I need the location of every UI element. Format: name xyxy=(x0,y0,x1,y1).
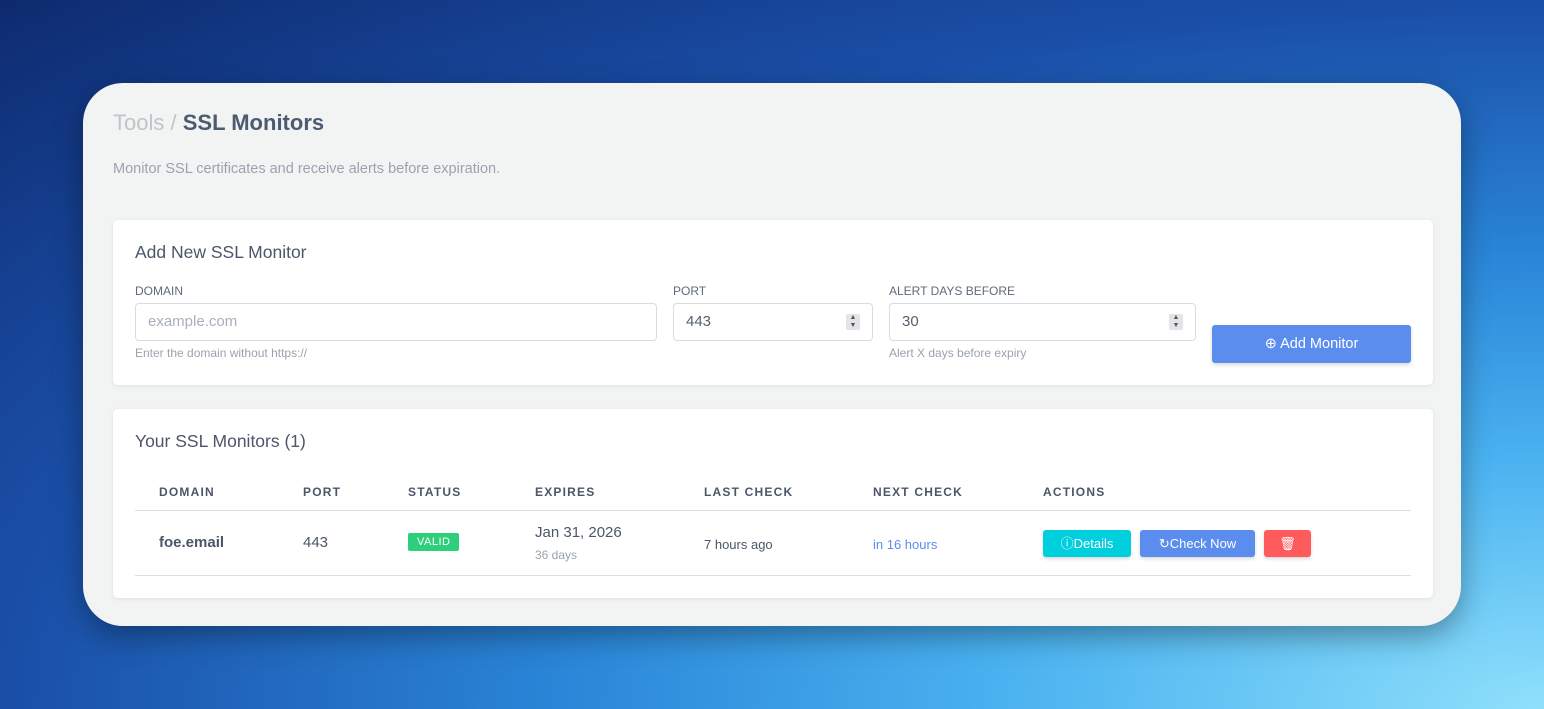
trash-icon: 🗑 xyxy=(1279,536,1296,551)
row-last-check: 7 hours ago xyxy=(704,537,773,552)
app-window: Tools / SSL Monitors Monitor SSL certifi… xyxy=(83,83,1461,626)
status-badge: VALID xyxy=(408,533,460,551)
details-label: Details xyxy=(1073,536,1114,551)
port-value: 443 xyxy=(686,313,712,330)
breadcrumb-separator: / xyxy=(170,110,177,135)
row-port: 443 xyxy=(303,534,329,551)
alert-days-label: ALERT DAYS BEFORE xyxy=(889,284,1016,298)
col-expires: EXPIRES xyxy=(535,485,596,499)
details-button[interactable]: ⓘDetails xyxy=(1043,530,1131,557)
monitors-card: Your SSL Monitors (1) DOMAIN PORT STATUS… xyxy=(113,409,1433,598)
row-expires: Jan 31, 2026 xyxy=(535,524,622,541)
check-now-label: Check Now xyxy=(1169,536,1237,551)
col-status: STATUS xyxy=(408,485,462,499)
domain-label: DOMAIN xyxy=(135,284,183,298)
alert-days-stepper[interactable]: ▲ ▼ xyxy=(1169,314,1183,330)
domain-help: Enter the domain without https:// xyxy=(135,346,308,360)
port-label: PORT xyxy=(673,284,707,298)
row-domain: foe.email xyxy=(159,534,225,551)
add-monitor-button[interactable]: ⊕ Add Monitor xyxy=(1212,325,1411,363)
col-last-check: LAST CHECK xyxy=(704,485,794,499)
card-title: Your SSL Monitors (1) xyxy=(135,431,306,451)
breadcrumb: Tools / SSL Monitors xyxy=(113,110,324,136)
alert-days-help: Alert X days before expiry xyxy=(889,346,1027,360)
alert-days-value: 30 xyxy=(902,313,919,330)
header-divider xyxy=(135,510,1411,511)
row-expires-in: 36 days xyxy=(535,548,578,562)
alert-days-input[interactable]: 30 ▲ ▼ xyxy=(889,303,1196,341)
breadcrumb-parent[interactable]: Tools xyxy=(113,110,165,135)
col-next-check: NEXT CHECK xyxy=(873,485,964,499)
page-subtitle: Monitor SSL certificates and receive ale… xyxy=(113,161,501,177)
row-divider xyxy=(135,575,1411,576)
col-port: PORT xyxy=(303,485,342,499)
card-title: Add New SSL Monitor xyxy=(135,242,307,262)
port-input[interactable]: 443 ▲ ▼ xyxy=(673,303,873,341)
add-monitor-card: Add New SSL Monitor DOMAIN example.com E… xyxy=(113,220,1433,385)
page-title: SSL Monitors xyxy=(182,110,325,135)
add-monitor-label: Add Monitor xyxy=(1280,336,1359,352)
refresh-icon: ↻ xyxy=(1158,536,1170,551)
info-icon: ⓘ xyxy=(1060,536,1074,551)
col-domain: DOMAIN xyxy=(159,485,215,499)
col-actions: ACTIONS xyxy=(1043,485,1106,499)
port-stepper[interactable]: ▲ ▼ xyxy=(846,314,860,330)
row-next-check: in 16 hours xyxy=(873,537,938,552)
delete-button[interactable]: 🗑 xyxy=(1264,530,1311,557)
plus-circle-icon: ⊕ xyxy=(1264,336,1277,352)
domain-input[interactable]: example.com xyxy=(135,303,657,341)
check-now-button[interactable]: ↻Check Now xyxy=(1140,530,1255,557)
